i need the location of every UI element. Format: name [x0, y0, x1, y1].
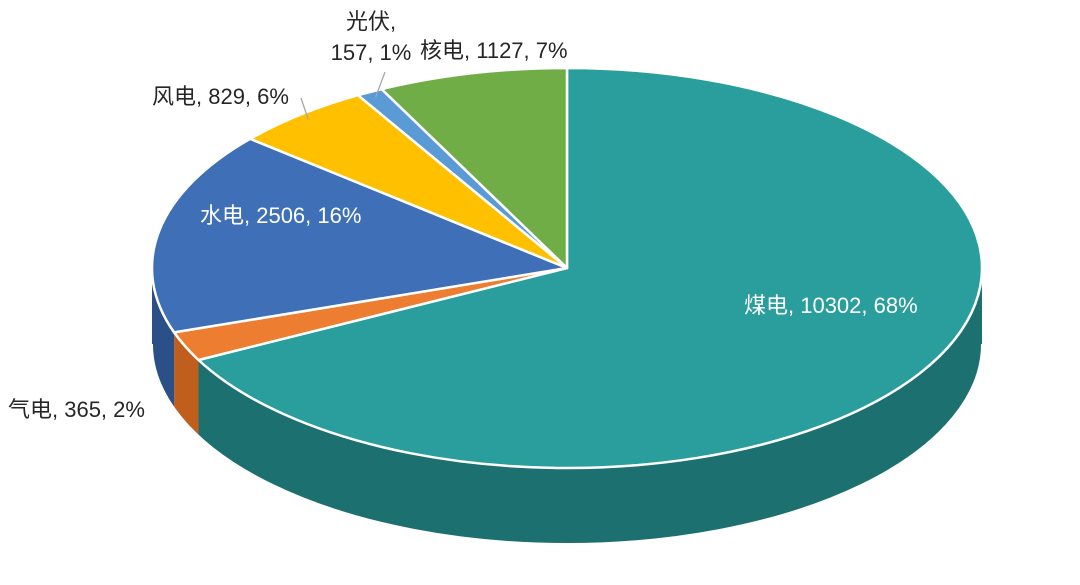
pie-slice-核电: [380, 66, 569, 270]
pie-slice-side-煤电: [198, 268, 982, 545]
pie-slice-风电: [248, 93, 569, 270]
pie-bottom-rim: [151, 343, 983, 545]
slice-label-coal: 煤电, 10302, 68%: [744, 293, 918, 318]
leader-line-solar: [374, 71, 386, 98]
slice-label-gas: 气电, 365, 2%: [8, 397, 145, 422]
slice-label-nuclear: 核电, 1127, 7%: [420, 38, 568, 63]
pie-slice-煤电: [197, 66, 984, 470]
pie-slice-side-气电: [174, 332, 199, 436]
leader-line-wind: [300, 97, 309, 120]
slice-label-solar-line2: 157, 1%: [330, 40, 412, 65]
slice-label-solar: 光伏, 157, 1%: [318, 6, 424, 68]
slice-label-wind: 风电, 829, 6%: [152, 84, 289, 109]
slice-label-hydro: 水电, 2506, 16%: [200, 203, 362, 228]
slice-label-solar-line1: 光伏,: [345, 9, 397, 34]
pie-slice-水电: [150, 137, 569, 334]
